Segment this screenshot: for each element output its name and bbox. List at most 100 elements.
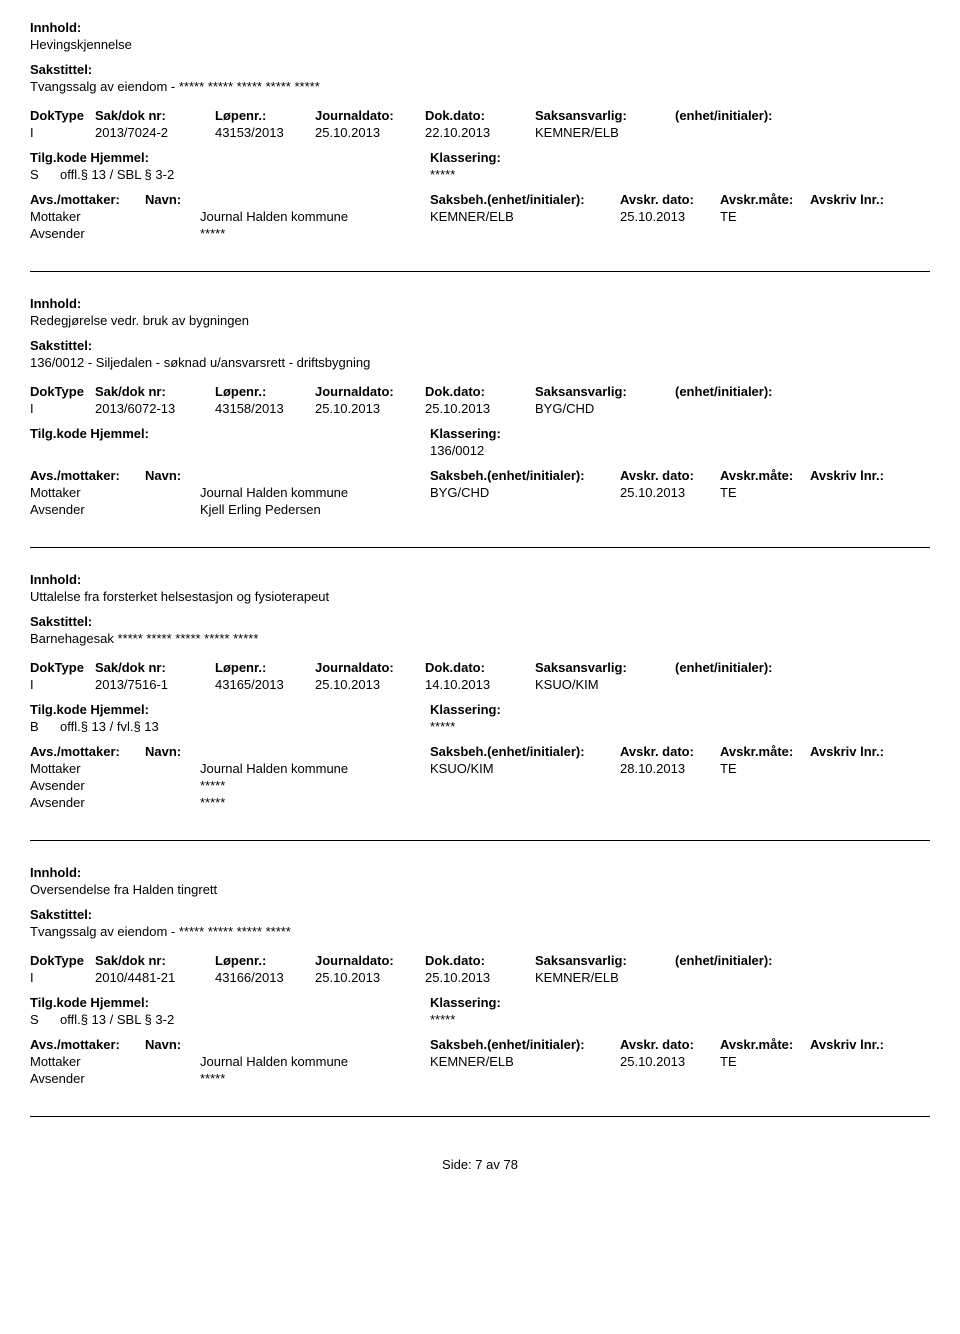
party-cell: KEMNER/ELB	[430, 1054, 620, 1069]
record-divider	[30, 840, 930, 841]
party-cell	[810, 1054, 900, 1069]
metadata-value: 25.10.2013	[425, 401, 535, 416]
metadata-value: I	[30, 125, 95, 140]
party-cell: KEMNER/ELB	[430, 209, 620, 224]
party-cell	[620, 778, 720, 793]
party-column-header: Saksbeh.(enhet/initialer):	[430, 1037, 620, 1052]
metadata-value: 14.10.2013	[425, 677, 535, 692]
tilgkode-row: 136/0012	[30, 443, 930, 458]
tilgkode-row: Soffl.§ 13 / SBL § 3-2*****	[30, 1012, 930, 1027]
party-column-header: Saksbeh.(enhet/initialer):	[430, 468, 620, 483]
party-cell	[720, 1071, 810, 1086]
innhold-label: Innhold:	[30, 865, 930, 880]
party-cell	[810, 778, 900, 793]
party-cell: *****	[200, 778, 430, 793]
party-cell: BYG/CHD	[430, 485, 620, 500]
column-header: Journaldato:	[315, 384, 425, 399]
innhold-value: Uttalelse fra forsterket helsestasjon og…	[30, 589, 930, 604]
party-cell: 25.10.2013	[620, 485, 720, 500]
party-cell	[620, 502, 720, 517]
metadata-header: DokTypeSak/dok nr:Løpenr.:Journaldato:Do…	[30, 660, 930, 675]
party-cell	[430, 502, 620, 517]
metadata-value: 43158/2013	[215, 401, 315, 416]
party-cell	[145, 502, 200, 517]
party-column-header	[200, 744, 430, 759]
tilgkode-hjemmel-label: Tilg.kode Hjemmel:	[30, 426, 215, 441]
column-header: Dok.dato:	[425, 660, 535, 675]
party-cell	[145, 226, 200, 241]
column-header: Saksansvarlig:	[535, 953, 675, 968]
party-cell	[430, 1071, 620, 1086]
party-cell	[430, 778, 620, 793]
party-cell: Journal Halden kommune	[200, 761, 430, 776]
klassering-label: Klassering:	[430, 995, 501, 1010]
party-cell: Kjell Erling Pedersen	[200, 502, 430, 517]
klassering-value: *****	[430, 167, 455, 182]
party-row: AvsenderKjell Erling Pedersen	[30, 502, 930, 517]
klassering-value: *****	[430, 719, 455, 734]
party-cell: Mottaker	[30, 209, 145, 224]
record-divider	[30, 1116, 930, 1117]
party-column-header: Avskr. dato:	[620, 192, 720, 207]
tilgkode-row: Soffl.§ 13 / SBL § 3-2*****	[30, 167, 930, 182]
party-column-header: Navn:	[145, 192, 200, 207]
party-cell: Mottaker	[30, 761, 145, 776]
klassering-label: Klassering:	[430, 150, 501, 165]
party-cell	[145, 209, 200, 224]
hjemmel-value: offl.§ 13 / fvl.§ 13	[60, 719, 415, 734]
party-column-header: Avskriv lnr.:	[810, 192, 900, 207]
metadata-value: 25.10.2013	[315, 125, 425, 140]
metadata-value: BYG/CHD	[535, 401, 675, 416]
party-column-header: Avs./mottaker:	[30, 192, 145, 207]
page-footer: Side: 7 av 78	[30, 1157, 930, 1172]
sakstittel-label: Sakstittel:	[30, 614, 930, 629]
klassering-value: 136/0012	[430, 443, 484, 458]
party-cell	[145, 778, 200, 793]
metadata-value: I	[30, 401, 95, 416]
column-header: DokType	[30, 108, 95, 123]
column-header: Løpenr.:	[215, 384, 315, 399]
party-cell: *****	[200, 226, 430, 241]
party-cell: 25.10.2013	[620, 1054, 720, 1069]
tilgkode-header: Tilg.kode Hjemmel:Klassering:	[30, 426, 930, 441]
party-cell: Mottaker	[30, 485, 145, 500]
hjemmel-value	[60, 443, 415, 458]
metadata-row: I2010/4481-2143166/201325.10.201325.10.2…	[30, 970, 930, 985]
party-cell: *****	[200, 1071, 430, 1086]
party-cell	[620, 226, 720, 241]
sakstittel-label: Sakstittel:	[30, 62, 930, 77]
party-row: Avsender*****	[30, 795, 930, 810]
party-cell: TE	[720, 209, 810, 224]
party-column-header: Avs./mottaker:	[30, 468, 145, 483]
tilgkode-header: Tilg.kode Hjemmel: Klassering:	[30, 150, 930, 165]
party-column-header: Saksbeh.(enhet/initialer):	[430, 192, 620, 207]
metadata-value: 2013/6072-13	[95, 401, 215, 416]
tilgkode-hjemmel-label: Tilg.kode Hjemmel:	[30, 150, 215, 165]
tilgkode-value: S	[30, 1012, 60, 1027]
party-cell: 25.10.2013	[620, 209, 720, 224]
innhold-value: Redegjørelse vedr. bruk av bygningen	[30, 313, 930, 328]
record-divider	[30, 547, 930, 548]
tilgkode-value: S	[30, 167, 60, 182]
klassering-label: Klassering:	[430, 702, 501, 717]
party-cell	[810, 1071, 900, 1086]
metadata-value: 25.10.2013	[425, 970, 535, 985]
column-header: Sak/dok nr:	[95, 384, 215, 399]
column-header: DokType	[30, 660, 95, 675]
metadata-value: 25.10.2013	[315, 401, 425, 416]
party-column-header	[200, 468, 430, 483]
column-header: Sak/dok nr:	[95, 108, 215, 123]
party-column-header: Saksbeh.(enhet/initialer):	[430, 744, 620, 759]
party-column-header: Avskr. dato:	[620, 744, 720, 759]
column-header: Journaldato:	[315, 660, 425, 675]
column-header: (enhet/initialer):	[675, 108, 825, 123]
metadata-row: I2013/6072-1343158/201325.10.201325.10.2…	[30, 401, 930, 416]
metadata-row: I2013/7024-243153/201325.10.201322.10.20…	[30, 125, 930, 140]
innhold-value: Hevingskjennelse	[30, 37, 930, 52]
metadata-value: 25.10.2013	[315, 970, 425, 985]
party-column-header: Avskr. dato:	[620, 1037, 720, 1052]
party-column-header: Navn:	[145, 744, 200, 759]
tilgkode-header: Tilg.kode Hjemmel:Klassering:	[30, 702, 930, 717]
metadata-value: 2013/7024-2	[95, 125, 215, 140]
column-header: DokType	[30, 953, 95, 968]
